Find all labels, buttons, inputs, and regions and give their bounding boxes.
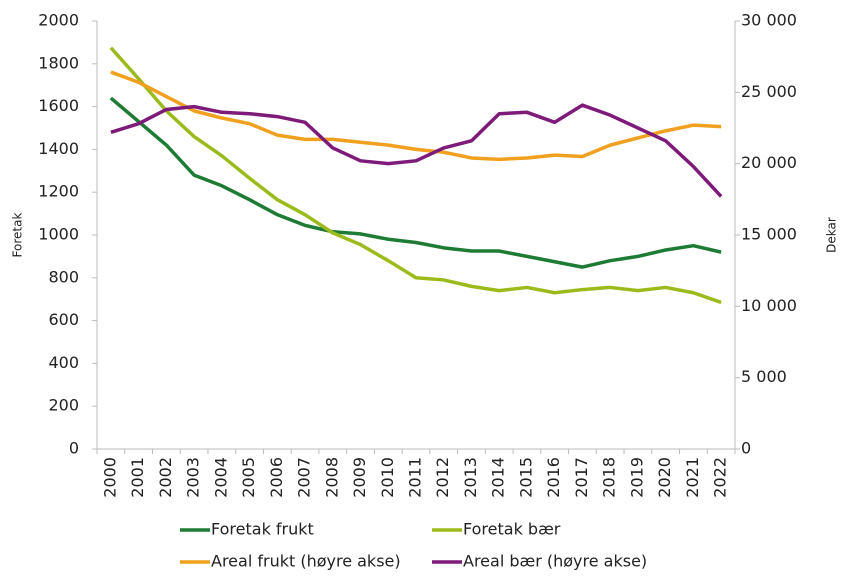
x-tick-label: 2004 — [211, 457, 230, 498]
x-tick-label: 2018 — [600, 457, 619, 498]
x-tick-label: 2021 — [683, 457, 702, 498]
series-line — [110, 70, 722, 162]
x-tick-label: 2013 — [461, 457, 480, 498]
y-tick-label: 1600 — [38, 96, 79, 115]
y-tick-label: 800 — [48, 267, 79, 286]
x-tick-label: 2001 — [128, 457, 147, 498]
x-tick-label: 2012 — [433, 457, 452, 498]
x-tick-label: 2015 — [516, 457, 535, 498]
x-tick-label: 2016 — [544, 457, 563, 498]
y-axis-label: Foretak — [11, 213, 25, 258]
y-tick-label: 200 — [48, 396, 79, 415]
y-tick-label: 1800 — [38, 53, 79, 72]
y-tick-label: 400 — [48, 353, 79, 372]
x-tick-label: 2017 — [572, 457, 591, 498]
y-tick-label: 1000 — [38, 225, 79, 244]
x-tick-label: 2019 — [627, 457, 646, 498]
legend-label: Foretak bær — [463, 520, 561, 539]
y2-tick-label: 10 000 — [741, 296, 797, 315]
x-tick-label: 2008 — [322, 457, 341, 498]
y2-tick-label: 5 000 — [741, 367, 787, 386]
y-tick-label: 600 — [48, 310, 79, 329]
y-tick-label: 2000 — [38, 11, 79, 30]
y-tick-label: 1200 — [38, 182, 79, 201]
x-tick-label: 2000 — [100, 457, 119, 498]
x-tick-label: 2003 — [184, 457, 203, 498]
x-tick-label: 2007 — [295, 457, 314, 498]
y2-tick-label: 25 000 — [741, 82, 797, 101]
legend-label: Foretak frukt — [211, 520, 314, 539]
x-tick-label: 2020 — [655, 457, 674, 498]
legend-label: Areal frukt (høyre akse) — [211, 552, 401, 571]
y2-tick-label: 20 000 — [741, 153, 797, 172]
y-tick-label: 1400 — [38, 139, 79, 158]
y2-tick-label: 0 — [741, 439, 751, 458]
x-tick-label: 2014 — [489, 457, 508, 498]
x-tick-label: 2005 — [239, 457, 258, 498]
legend-label: Areal bær (høyre akse) — [463, 552, 647, 571]
y2-tick-label: 15 000 — [741, 225, 797, 244]
x-tick-label: 2010 — [378, 457, 397, 498]
x-tick-label: 2022 — [711, 457, 730, 498]
series-line — [109, 96, 722, 269]
y2-tick-label: 30 000 — [741, 11, 797, 30]
x-tick-label: 2009 — [350, 457, 369, 498]
x-tick-label: 2002 — [156, 457, 175, 498]
series-line — [109, 46, 722, 305]
y-tick-label: 0 — [69, 439, 79, 458]
series-line — [110, 103, 723, 198]
y2-axis-label: Dekar — [825, 217, 839, 253]
x-tick-label: 2011 — [406, 457, 425, 498]
x-tick-label: 2006 — [267, 457, 286, 498]
